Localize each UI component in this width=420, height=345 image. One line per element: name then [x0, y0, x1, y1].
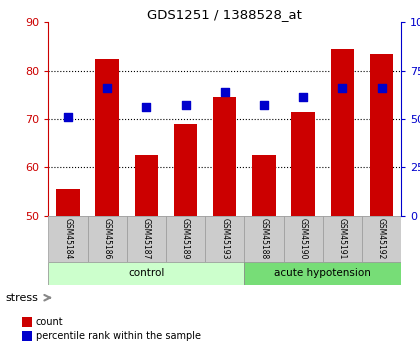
- Bar: [22, 317, 32, 327]
- Bar: [291, 112, 315, 216]
- Bar: [174, 124, 197, 216]
- Bar: [331, 49, 354, 216]
- Bar: [323, 216, 362, 262]
- Text: acute hypotension: acute hypotension: [274, 268, 371, 278]
- Text: stress: stress: [5, 293, 38, 303]
- Bar: [213, 97, 236, 216]
- Bar: [252, 155, 276, 216]
- Title: GDS1251 / 1388528_at: GDS1251 / 1388528_at: [147, 8, 302, 21]
- Point: [300, 95, 307, 100]
- Bar: [244, 262, 401, 285]
- Text: GSM45190: GSM45190: [299, 218, 307, 260]
- Text: GSM45186: GSM45186: [102, 218, 112, 259]
- Point: [104, 85, 110, 90]
- Bar: [48, 216, 87, 262]
- Bar: [370, 54, 393, 216]
- Text: GSM45192: GSM45192: [377, 218, 386, 259]
- Text: GSM45184: GSM45184: [63, 218, 72, 259]
- Bar: [166, 216, 205, 262]
- Bar: [87, 216, 127, 262]
- Bar: [95, 59, 119, 216]
- Bar: [134, 155, 158, 216]
- Text: control: control: [128, 268, 165, 278]
- Bar: [127, 216, 166, 262]
- Point: [339, 85, 346, 90]
- Point: [143, 104, 150, 110]
- Text: GSM45193: GSM45193: [220, 218, 229, 260]
- Point: [221, 90, 228, 95]
- Bar: [362, 216, 401, 262]
- Point: [182, 102, 189, 107]
- Point: [260, 102, 267, 107]
- Point: [65, 114, 71, 119]
- Text: GSM45189: GSM45189: [181, 218, 190, 259]
- Bar: [284, 216, 323, 262]
- Bar: [22, 331, 32, 341]
- Text: GSM45191: GSM45191: [338, 218, 347, 259]
- Bar: [48, 262, 244, 285]
- Text: count: count: [36, 317, 63, 327]
- Bar: [205, 216, 244, 262]
- Text: percentile rank within the sample: percentile rank within the sample: [36, 331, 201, 341]
- Text: GSM45187: GSM45187: [142, 218, 151, 259]
- Bar: [244, 216, 284, 262]
- Point: [378, 85, 385, 90]
- Text: GSM45188: GSM45188: [260, 218, 268, 259]
- Bar: [56, 189, 80, 216]
